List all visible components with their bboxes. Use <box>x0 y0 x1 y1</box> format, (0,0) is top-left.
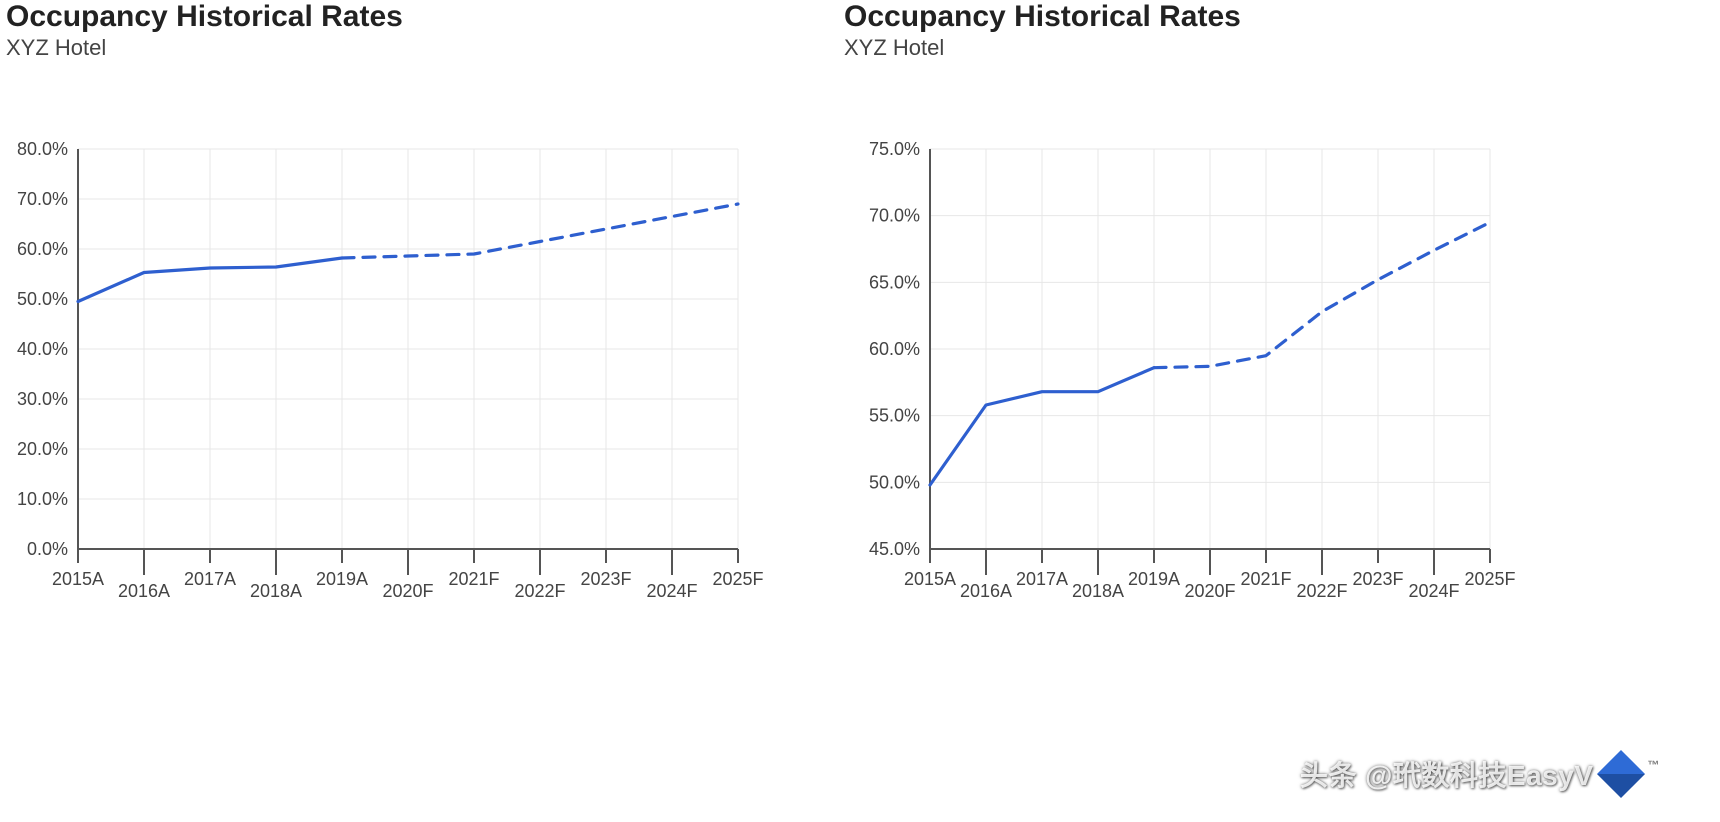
svg-text:2018A: 2018A <box>1072 581 1124 601</box>
svg-text:55.0%: 55.0% <box>869 406 920 426</box>
svg-text:2025F: 2025F <box>712 569 763 589</box>
watermark-text: 头条 @玳数科技EasyV <box>1300 754 1594 794</box>
svg-text:2024F: 2024F <box>646 581 697 601</box>
svg-text:2025F: 2025F <box>1464 569 1515 589</box>
watermark: 头条 @玳数科技EasyV ™ <box>1300 754 1660 794</box>
svg-text:70.0%: 70.0% <box>869 206 920 226</box>
svg-text:2019A: 2019A <box>316 569 368 589</box>
svg-text:2016A: 2016A <box>118 581 170 601</box>
svg-text:2021F: 2021F <box>448 569 499 589</box>
svg-text:75.0%: 75.0% <box>869 139 920 159</box>
svg-text:45.0%: 45.0% <box>869 539 920 559</box>
svg-text:70.0%: 70.0% <box>17 189 68 209</box>
svg-text:2020F: 2020F <box>382 581 433 601</box>
svg-text:50.0%: 50.0% <box>17 289 68 309</box>
chart-left: Occupancy Historical Rates XYZ Hotel 0.0… <box>0 0 772 639</box>
svg-text:2018A: 2018A <box>250 581 302 601</box>
svg-text:40.0%: 40.0% <box>17 339 68 359</box>
svg-text:2015A: 2015A <box>52 569 104 589</box>
svg-text:60.0%: 60.0% <box>869 339 920 359</box>
svg-text:0.0%: 0.0% <box>27 539 68 559</box>
svg-text:60.0%: 60.0% <box>17 239 68 259</box>
svg-text:30.0%: 30.0% <box>17 389 68 409</box>
trademark-symbol: ™ <box>1648 758 1661 772</box>
svg-text:2024F: 2024F <box>1408 581 1459 601</box>
logo-icon <box>1596 750 1644 798</box>
page-root: { "layout": { "page_width": 1720, "page_… <box>0 0 1720 822</box>
svg-text:2022F: 2022F <box>514 581 565 601</box>
chart-right: Occupancy Historical Rates XYZ Hotel 45.… <box>838 0 1610 639</box>
svg-text:2022F: 2022F <box>1296 581 1347 601</box>
svg-text:2021F: 2021F <box>1240 569 1291 589</box>
svg-text:2015A: 2015A <box>904 569 956 589</box>
svg-text:20.0%: 20.0% <box>17 439 68 459</box>
svg-text:80.0%: 80.0% <box>17 139 68 159</box>
svg-text:2017A: 2017A <box>184 569 236 589</box>
svg-text:2017A: 2017A <box>1016 569 1068 589</box>
chart-left-plot: 0.0% 10.0% 20.0% 30.0% 40.0% 50.0% 60.0% 70.0% 8… <box>0 0 778 639</box>
svg-text:50.0%: 50.0% <box>869 472 920 492</box>
svg-text:2016A: 2016A <box>960 581 1012 601</box>
svg-text:10.0%: 10.0% <box>17 489 68 509</box>
svg-text:65.0%: 65.0% <box>869 272 920 292</box>
svg-text:2019A: 2019A <box>1128 569 1180 589</box>
svg-text:2020F: 2020F <box>1184 581 1235 601</box>
svg-text:2023F: 2023F <box>1352 569 1403 589</box>
chart-right-plot: 45.0% 50.0% 55.0% 60.0% 65.0% 70.0% 75.0% 2015A… <box>838 0 1530 639</box>
svg-text:2023F: 2023F <box>580 569 631 589</box>
